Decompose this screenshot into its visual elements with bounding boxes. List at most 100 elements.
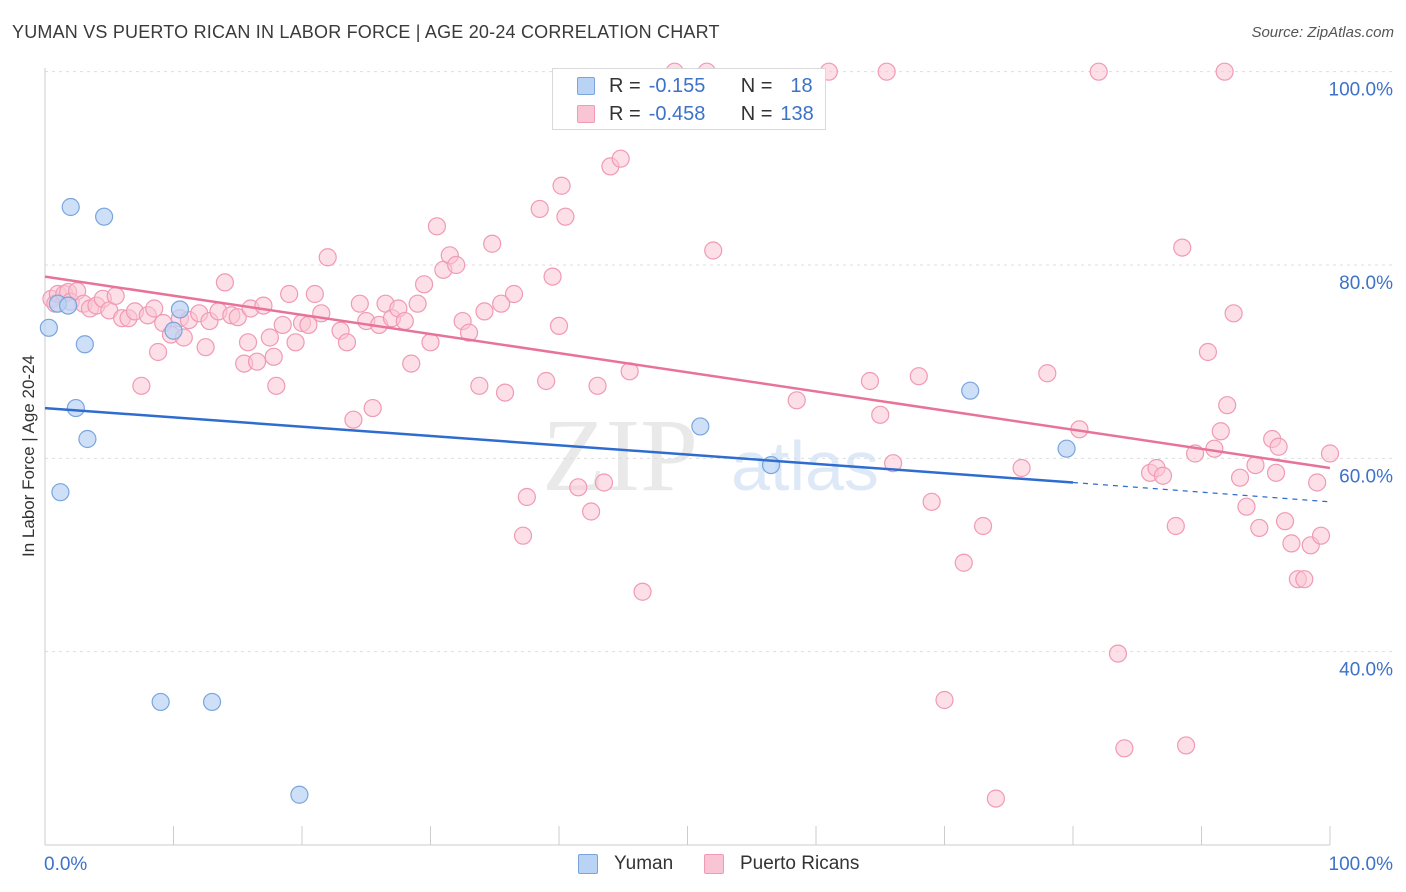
puerto-ricans-point — [228, 308, 247, 327]
puerto-ricans-point — [344, 410, 363, 429]
watermark-zip: ZIP — [542, 398, 698, 513]
puerto-ricans-point — [556, 207, 575, 226]
puerto-ricans-point — [504, 284, 524, 304]
puerto-ricans-point — [973, 516, 993, 536]
puerto-ricans-point — [543, 267, 562, 286]
puerto-ricans-point — [582, 502, 601, 521]
yuman-point — [164, 321, 183, 340]
puerto-ricans-point — [267, 376, 286, 395]
puerto-ricans-point — [1038, 364, 1057, 383]
puerto-ricans-point — [470, 376, 489, 395]
puerto-ricans-point — [871, 405, 890, 424]
r-label: R = — [609, 74, 641, 97]
yuman-point — [95, 207, 114, 226]
puerto-ricans-point — [1246, 456, 1265, 475]
puerto-ricans-point — [537, 371, 556, 391]
puerto-ricans-point — [704, 241, 723, 260]
tick-labels: 40.0% 60.0% 80.0% 100.0% 0.0% 100.0% — [44, 80, 1393, 875]
puerto-ricans-point — [530, 199, 549, 219]
yuman-point — [51, 483, 70, 502]
yuman-point — [691, 417, 710, 436]
y-tick-label: 100.0% — [1329, 80, 1394, 101]
puerto-ricans-point — [483, 234, 502, 253]
legend-label-yuman: Yuman — [614, 853, 674, 874]
puerto-ricans-point — [1230, 468, 1250, 487]
yuman-swatch — [578, 854, 598, 874]
puerto-ricans-points — [42, 62, 1340, 808]
puerto-ricans-point — [1250, 518, 1269, 538]
yuman-point — [961, 381, 980, 400]
puerto-ricans-point — [495, 383, 515, 402]
yuman-point — [59, 296, 78, 315]
x-tick-label-min: 0.0% — [44, 854, 87, 875]
puerto-ricans-point — [447, 255, 466, 275]
puerto-ricans-point — [1237, 497, 1256, 516]
n-label: N = — [740, 102, 773, 125]
puerto-ricans-point — [611, 149, 630, 168]
puerto-ricans-trend-line — [44, 275, 1331, 470]
puerto-ricans-point — [337, 333, 357, 352]
puerto-ricans-point — [238, 333, 258, 352]
puerto-ricans-point — [1173, 238, 1192, 257]
puerto-ricans-point — [1089, 62, 1108, 81]
yuman-point — [75, 335, 94, 354]
puerto-ricans-point — [513, 526, 533, 545]
puerto-ricans-point — [1166, 516, 1185, 536]
puerto-ricans-point — [475, 302, 494, 321]
n-value: 138 — [780, 102, 814, 125]
puerto-ricans-point — [549, 316, 569, 335]
legend-label-puerto-ricans: Puerto Ricans — [740, 853, 860, 874]
n-label: N = — [740, 74, 773, 97]
puerto-ricans-point — [318, 248, 337, 267]
puerto-ricans-point — [427, 217, 447, 236]
yuman-point — [290, 785, 309, 804]
puerto-ricans-point — [1198, 342, 1218, 362]
puerto-ricans-point — [552, 176, 571, 195]
series-legend: Yuman Puerto Ricans — [0, 851, 1406, 877]
puerto-ricans-point — [148, 342, 168, 362]
yuman-point — [1057, 439, 1076, 458]
source-label: Source: ZipAtlas.com — [1251, 24, 1394, 41]
puerto-ricans-point — [247, 352, 267, 371]
puerto-ricans-point — [1311, 526, 1331, 545]
puerto-ricans-point — [1269, 437, 1288, 456]
puerto-ricans-point — [215, 273, 234, 292]
puerto-ricans-point — [633, 582, 652, 601]
puerto-ricans-point — [305, 284, 324, 304]
puerto-ricans-point — [196, 338, 215, 357]
puerto-ricans-point — [1275, 512, 1295, 531]
puerto-ricans-point — [1224, 304, 1243, 323]
puerto-ricans-point — [883, 454, 903, 473]
puerto-ricans-point — [1012, 458, 1031, 478]
puerto-ricans-point — [280, 284, 299, 304]
yuman-point — [39, 318, 58, 337]
puerto-ricans-point — [986, 789, 1006, 808]
puerto-ricans-point — [877, 62, 896, 81]
puerto-ricans-swatch — [704, 854, 724, 874]
puerto-ricans-point — [264, 347, 283, 366]
chart-title: YUMAN VS PUERTO RICAN IN LABOR FORCE | A… — [12, 22, 720, 42]
puerto-ricans-point — [286, 333, 305, 352]
puerto-ricans-point — [1176, 736, 1196, 755]
r-label: R = — [609, 102, 641, 125]
stats-legend: R = -0.155 N = 18 R = -0.458 N = 138 — [552, 68, 826, 130]
yuman-point — [170, 300, 190, 319]
trend-lines — [44, 275, 1331, 503]
puerto-ricans-point — [1308, 473, 1327, 492]
puerto-ricans-point — [787, 391, 806, 410]
puerto-ricans-point — [408, 294, 427, 313]
y-tick-label: 60.0% — [1339, 466, 1393, 487]
yuman-trend-extension — [1072, 481, 1331, 503]
puerto-ricans-point — [588, 376, 607, 395]
puerto-ricans-point — [909, 367, 928, 386]
puerto-ricans-point — [350, 294, 369, 313]
puerto-ricans-point — [132, 376, 151, 395]
grid-lines — [45, 71, 1392, 653]
y-tick-label: 40.0% — [1339, 660, 1393, 681]
legend-item-puerto-ricans: Puerto Ricans — [704, 853, 859, 875]
puerto-ricans-point — [273, 315, 292, 335]
puerto-ricans-point — [421, 333, 440, 352]
puerto-ricans-point — [860, 371, 880, 391]
yuman-point — [202, 692, 222, 712]
